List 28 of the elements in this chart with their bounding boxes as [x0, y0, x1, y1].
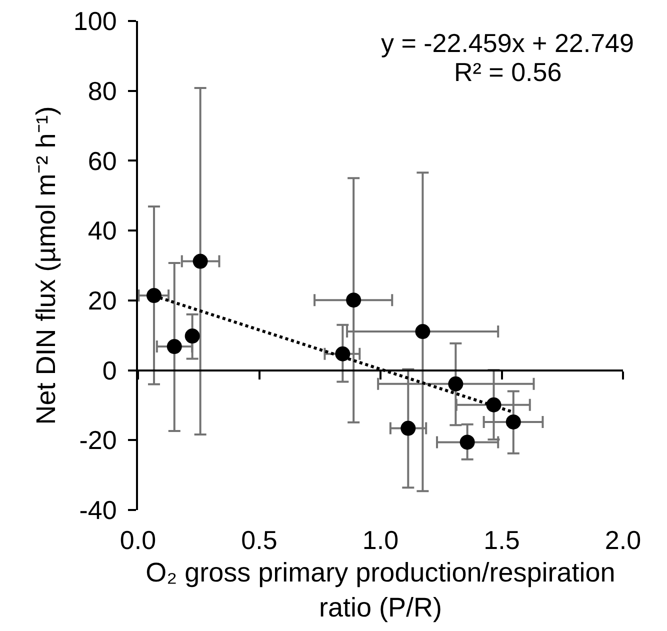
point — [335, 346, 350, 362]
y-tick-label: -40 — [79, 495, 117, 526]
y-tick-label: 100 — [73, 6, 117, 36]
y-tick-label: -20 — [79, 425, 117, 456]
y-tick-label: 40 — [88, 216, 117, 246]
point — [166, 339, 182, 354]
point — [400, 420, 416, 436]
point — [506, 414, 521, 430]
point — [415, 324, 430, 340]
point — [460, 434, 475, 450]
x-tick-label: 0.5 — [241, 525, 278, 555]
x-axis-title: O₂ gross primary production/respiration ratio (P/R) — [146, 557, 616, 622]
point — [146, 288, 162, 304]
annotation: y = -22.459x + 22.749 — [381, 28, 634, 58]
point — [192, 254, 208, 269]
y-tick-label: 0 — [102, 355, 117, 386]
y-tick-label: 60 — [88, 146, 117, 176]
annotation: R² = 0.56 — [454, 57, 562, 87]
x-tick-label: 1.0 — [362, 525, 399, 555]
x-tick-label: 1.5 — [484, 525, 520, 555]
point — [184, 328, 200, 344]
point — [346, 292, 362, 308]
x-tick-label: 2.0 — [604, 525, 642, 555]
y-axis-title: Net DIN flux (µmol m⁻² h⁻¹) — [30, 106, 61, 425]
x-tick-label: 0.0 — [120, 525, 156, 555]
y-tick-label: 80 — [88, 76, 117, 106]
point — [448, 376, 464, 392]
y-tick-label: 20 — [88, 286, 117, 316]
